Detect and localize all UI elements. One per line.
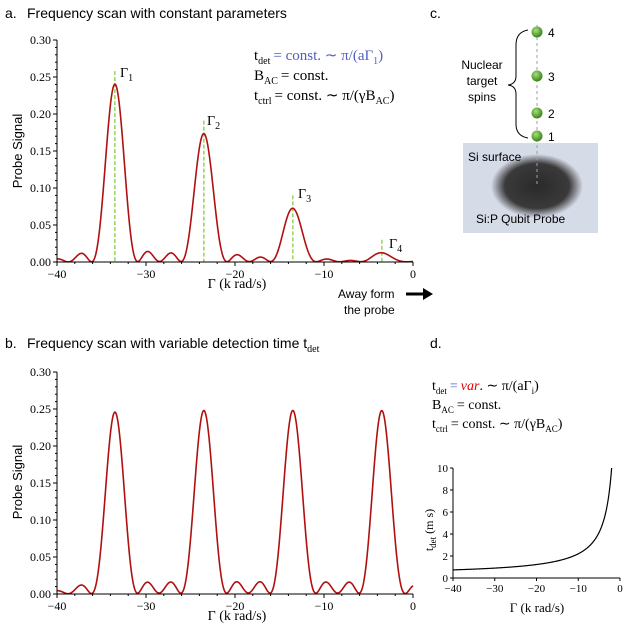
panel-a-eq-tdet: tdet = const. ∼ π/(aΓ1) xyxy=(254,48,383,67)
y-tick-label: 0.10 xyxy=(30,513,51,527)
x-tick-label: −30 xyxy=(137,267,156,281)
nuclear-label-3: spins xyxy=(468,90,496,104)
x-tick-label: −20 xyxy=(226,599,245,613)
panel-c-letter: c. xyxy=(430,5,441,21)
panel-b: b. Frequency scan with variable detectio… xyxy=(5,335,416,624)
probe-label: Si:P Qubit Probe xyxy=(476,212,565,226)
spin-3 xyxy=(531,70,543,82)
spins-brace xyxy=(507,29,529,139)
spin-4 xyxy=(531,26,543,38)
y-tick-label: 4 xyxy=(443,529,449,541)
x-tick-label: 0 xyxy=(410,599,416,613)
spin-label-4: 4 xyxy=(548,26,555,40)
panel-a-title: Frequency scan with constant parameters xyxy=(27,5,287,21)
y-tick-label: 0.25 xyxy=(30,70,51,84)
spin-label-1: 1 xyxy=(548,130,555,144)
spin-label-3: 3 xyxy=(548,70,555,84)
peak-label-3: Γ3 xyxy=(298,187,311,205)
y-tick-label: 0.15 xyxy=(30,144,51,158)
chart-b-series-line xyxy=(57,409,414,595)
panel-d-eq-bac: BAC = const. xyxy=(432,398,501,415)
chart-b: −40 −30 −20 −10 0 0.00 0.05 0.10 0.15 0.20 0.25 0.3… xyxy=(10,365,416,624)
peak-label-2: Γ2 xyxy=(207,114,220,132)
x-tick-label: −30 xyxy=(486,583,504,595)
panel-a-eq-tctrl: tctrl = const. ∼ π/(γBAC) xyxy=(254,88,394,107)
chart-b-ylabel: Probe Signal xyxy=(10,445,25,520)
away-text-2: the probe xyxy=(344,303,395,317)
panel-a-eq-bac: BAC = const. xyxy=(254,68,329,87)
y-tick-label: 0.15 xyxy=(30,476,51,490)
chart-d-xlabel: Γ (k rad/s) xyxy=(510,600,564,615)
y-tick-label: 6 xyxy=(443,507,449,519)
spin-1 xyxy=(531,130,543,142)
y-tick-label: 0.00 xyxy=(30,587,51,601)
y-tick-label: 0.05 xyxy=(30,550,51,564)
chart-a-ylabel: Probe Signal xyxy=(10,114,25,189)
x-tick-label: −30 xyxy=(137,599,156,613)
panel-a-letter: a. xyxy=(5,5,17,21)
x-tick-label: −40 xyxy=(444,583,462,595)
panel-d-eq-tctrl: tctrl = const. ∼ π/(γBAC) xyxy=(432,417,563,434)
y-tick-label: 8 xyxy=(443,485,449,497)
nuclear-label-2: target xyxy=(467,74,498,88)
x-tick-label: −10 xyxy=(315,599,334,613)
chart-b-xlabel: Γ (k rad/s) xyxy=(208,609,267,624)
chart-d-ylabel: tdet (m s) xyxy=(422,509,438,551)
peak-label-4: Γ4 xyxy=(389,237,402,255)
panel-d-letter: d. xyxy=(430,335,442,351)
x-tick-label: 0 xyxy=(410,267,416,281)
panel-d-eq-tdet: tdet = var. ∼ π/(aΓi) xyxy=(432,379,539,396)
surface-label: Si surface xyxy=(468,150,522,164)
y-tick-label: 10 xyxy=(437,463,449,475)
chart-a-xlabel: Γ (k rad/s) xyxy=(208,277,267,292)
y-tick-label: 0.20 xyxy=(30,107,51,121)
x-tick-label: −20 xyxy=(528,583,546,595)
spin-2 xyxy=(531,107,543,119)
x-tick-label: −20 xyxy=(226,267,245,281)
x-tick-label: −10 xyxy=(570,583,588,595)
y-tick-label: 0.10 xyxy=(30,181,51,195)
x-tick-label: −40 xyxy=(48,599,67,613)
y-tick-label: 0.30 xyxy=(30,33,51,47)
chart-d-series-line xyxy=(452,467,613,571)
chart-d: −40 −30 −20 −10 0 0 2 4 6 8 10 tdet (m s) Γ (k rad… xyxy=(422,463,623,615)
x-tick-label: −40 xyxy=(48,267,67,281)
away-text-1: Away form xyxy=(338,287,394,301)
arrow-right-icon xyxy=(406,288,433,300)
y-tick-label: 0.30 xyxy=(30,365,51,379)
y-tick-label: 0 xyxy=(443,573,449,585)
panel-d: d. tdet = var. ∼ π/(aΓi) BAC = const. tctrl… xyxy=(422,335,623,615)
y-tick-label: 0.05 xyxy=(30,218,51,232)
spin-label-2: 2 xyxy=(548,107,555,121)
panel-b-letter: b. xyxy=(5,335,17,351)
chart-a-series-line xyxy=(56,83,414,263)
y-tick-label: 2 xyxy=(443,551,449,563)
y-tick-label: 0.25 xyxy=(30,402,51,416)
panel-c: c. Si surface Si:P Qubit Probe 4 3 2 1 N… xyxy=(430,5,598,233)
chart-a: −40 −30 −20 −10 0 0.00 0.05 0.10 0.15 0.20 0.25 0.3… xyxy=(10,33,433,317)
y-tick-label: 0.20 xyxy=(30,439,51,453)
x-tick-label: −10 xyxy=(315,267,334,281)
x-tick-label: 0 xyxy=(617,583,623,595)
peak-label-1: Γ1 xyxy=(120,66,133,84)
qubit-probe-blob xyxy=(491,154,583,218)
nuclear-label-1: Nuclear xyxy=(461,58,502,72)
y-tick-label: 0.00 xyxy=(30,255,51,269)
panel-b-title: Frequency scan with variable detection t… xyxy=(27,335,320,355)
panel-a: a. Frequency scan with constant paramete… xyxy=(5,5,433,317)
